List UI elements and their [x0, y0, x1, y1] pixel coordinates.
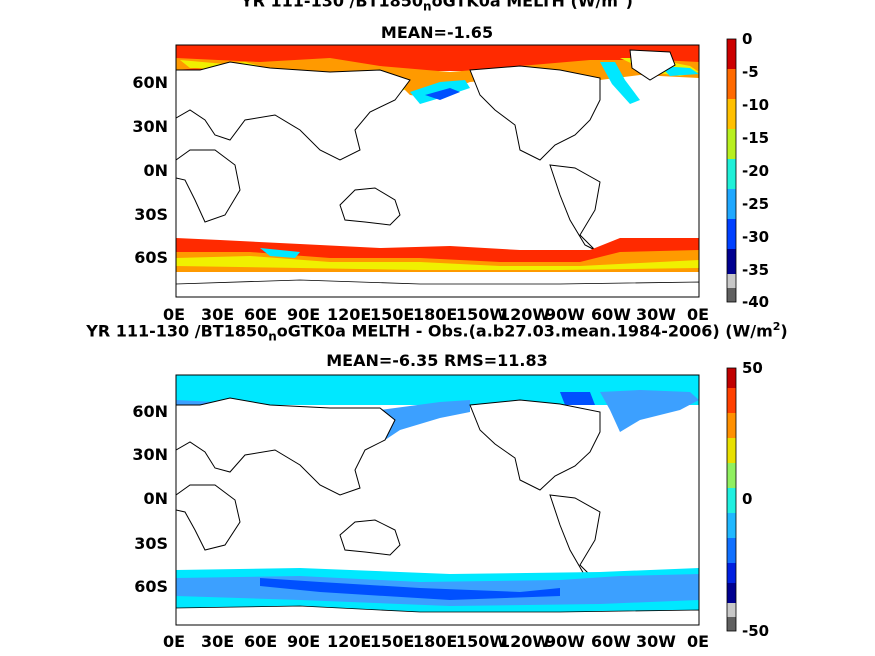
panel2-lon-tick: 180E	[413, 632, 458, 651]
panel1-lon-tick: 60E	[244, 305, 278, 324]
panel1-cb-tick: -20	[742, 162, 770, 180]
panel2-lon-tick: 90E	[287, 632, 321, 651]
panel2-lat-60s: 60S	[134, 577, 168, 596]
panel2-map	[175, 374, 700, 626]
panel2-lon-tick: 90W	[545, 632, 585, 651]
panel2-lon-tick: 60E	[244, 632, 278, 651]
panel1-lat-60s: 60S	[134, 248, 168, 267]
panel1-map	[175, 44, 700, 298]
panel2-lat-30n: 30N	[132, 445, 168, 464]
panel1-title-line1: YR 111-130 /BT1850noGTK0a MELTH (W/m2)	[241, 0, 633, 14]
panel2-cb-tick: -50	[742, 622, 770, 640]
panel1-lon-tick: 60W	[591, 305, 631, 324]
panel1-lon-tick: 150E	[370, 305, 415, 324]
panel1-lon-tick: 180E	[413, 305, 458, 324]
panel1-lat-0n: 0N	[143, 161, 168, 180]
panel2-title-line1: YR 111-130 /BT1850noGTK0a MELTH - Obs.(a…	[86, 320, 788, 344]
panel1-cb-tick: 0	[742, 30, 753, 48]
panel1-title-line2: MEAN=-1.65	[380, 23, 494, 42]
panel2-lon-tick: 120W	[499, 632, 551, 651]
panel1-lon-tick: 90W	[545, 305, 585, 324]
panel1-cb-tick: -5	[742, 63, 759, 81]
panel2-lon-tick: 30E	[201, 632, 235, 651]
panel1-lon-tick: 120W	[499, 305, 551, 324]
panel2-colorbar	[726, 367, 737, 632]
panel2-lon-tick: 60W	[591, 632, 631, 651]
panel1-cb-tick: -15	[742, 129, 770, 147]
panel1-lon-tick: 30W	[636, 305, 676, 324]
panel2-cb-tick: 0	[742, 490, 753, 508]
panel1-lat-60n: 60N	[132, 73, 168, 92]
panel2-lon-tick: 0E	[163, 632, 186, 651]
panel2-title-line2: MEAN=-6.35 RMS=11.83	[326, 351, 548, 370]
panel1-lon-tick: 120E	[327, 305, 372, 324]
panel2-lon-tick: 0E	[687, 632, 710, 651]
panel2-lon-tick: 150E	[370, 632, 415, 651]
panel2-lat-0n: 0N	[143, 489, 168, 508]
panel1-lat-30s: 30S	[134, 205, 168, 224]
panel1-lon-tick: 150W	[456, 305, 508, 324]
panel2-cb-tick: 50	[742, 359, 763, 377]
panel1-colorbar	[726, 38, 737, 303]
panel1-cb-tick: -30	[742, 228, 770, 246]
panel1-cb-tick: -10	[742, 96, 770, 114]
panel1-lat-30n: 30N	[132, 117, 168, 136]
panel2-lon-tick: 30W	[636, 632, 676, 651]
panel1-cb-tick: -40	[742, 293, 770, 311]
panel2-lat-30s: 30S	[134, 534, 168, 553]
panel1-lon-tick: 90E	[287, 305, 321, 324]
panel1-lon-tick: 0E	[687, 305, 710, 324]
panel2-lat-60n: 60N	[132, 402, 168, 421]
panel1-lon-tick: 30E	[201, 305, 235, 324]
panel2-lon-tick: 120E	[327, 632, 372, 651]
panel2-lon-tick: 150W	[456, 632, 508, 651]
panel1-cb-tick: -25	[742, 195, 770, 213]
panel1-cb-tick: -35	[742, 261, 770, 279]
panel1-lon-tick: 0E	[163, 305, 186, 324]
